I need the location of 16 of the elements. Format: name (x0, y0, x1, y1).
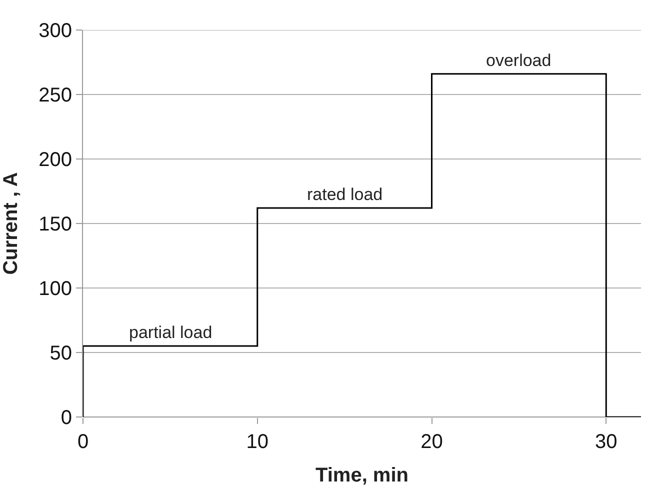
annotation: partial load (129, 323, 212, 342)
y-tick-label: 150 (38, 214, 72, 236)
y-tick-label: 0 (60, 407, 72, 429)
annotation: overload (486, 51, 552, 70)
y-tick-label: 250 (38, 84, 72, 106)
x-tick-label: 10 (246, 431, 269, 453)
x-tick-label: 20 (420, 431, 443, 453)
x-tick-label: 0 (77, 431, 89, 453)
y-axis-title: Current , A (0, 172, 22, 275)
y-tick-label: 50 (50, 342, 72, 364)
y-tick-label: 300 (38, 20, 72, 42)
annotation: rated load (307, 185, 383, 204)
y-tick-label: 200 (38, 149, 72, 171)
y-tick-label: 100 (38, 278, 72, 300)
x-tick-label: 30 (595, 431, 618, 453)
x-axis-title: Time, min (316, 464, 408, 486)
